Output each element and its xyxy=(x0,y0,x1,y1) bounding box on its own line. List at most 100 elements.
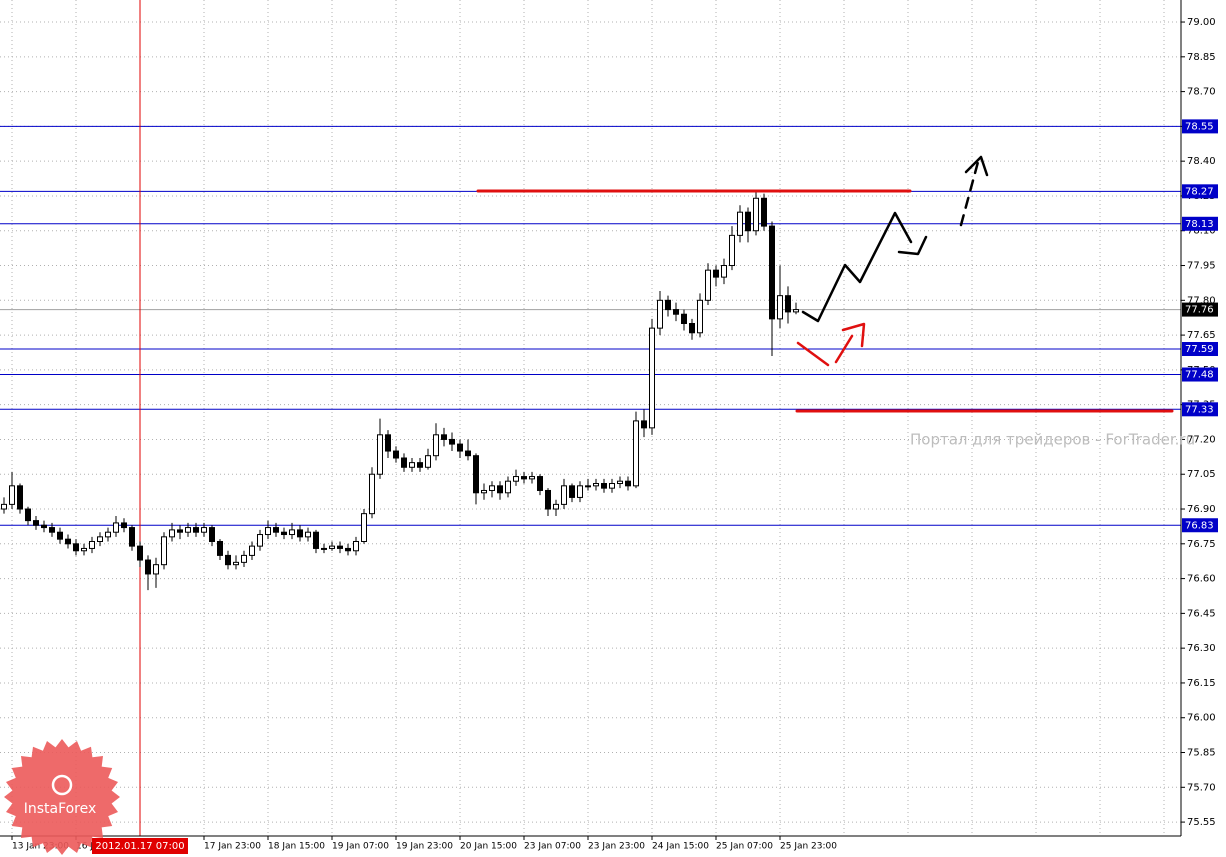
candle-body xyxy=(193,527,199,533)
candle-body xyxy=(41,524,47,529)
candle-body xyxy=(457,443,463,452)
y-tick-label: 76.60 xyxy=(1187,574,1216,585)
cursor-label: 2012.01.17 07:00 xyxy=(95,841,184,852)
y-tick-label: 77.80 xyxy=(1187,295,1216,306)
y-tick-label: 76.90 xyxy=(1187,504,1216,515)
level-label-box xyxy=(1182,342,1218,357)
level-label-box xyxy=(1182,216,1218,231)
candle-body xyxy=(345,547,351,552)
candle-body xyxy=(281,531,287,536)
candle-body xyxy=(697,299,703,334)
level-label: 77.33 xyxy=(1185,404,1214,415)
candle-body xyxy=(169,529,175,538)
x-tick-label: 23 Jan 23:00 xyxy=(588,842,645,852)
y-tick-label: 75.85 xyxy=(1187,748,1216,759)
candle-body xyxy=(489,485,495,491)
candle-body xyxy=(17,485,23,510)
candle-body xyxy=(49,527,55,533)
candle-body xyxy=(313,531,319,549)
level-label: 78.13 xyxy=(1185,219,1214,230)
candle-body xyxy=(145,559,151,575)
candle-body xyxy=(633,420,639,487)
watermark: Портал для трейдеров - ForTrader.ru xyxy=(910,431,1195,449)
candle-body xyxy=(761,197,767,227)
candle-body xyxy=(713,269,719,278)
candle-body xyxy=(137,545,143,561)
level-label-box xyxy=(1182,119,1218,134)
candle-body xyxy=(153,564,159,575)
y-tick-label: 77.95 xyxy=(1187,261,1216,272)
candle-body xyxy=(161,536,167,566)
candle-body xyxy=(33,520,39,526)
cursor-label-box xyxy=(92,838,188,854)
y-tick-label: 76.30 xyxy=(1187,643,1216,654)
candle-body xyxy=(249,545,255,556)
candle-body xyxy=(225,554,231,566)
candle-body xyxy=(529,476,535,480)
logo-text: InstaForex xyxy=(24,801,97,817)
candle-body xyxy=(305,531,311,538)
y-tick-label: 77.65 xyxy=(1187,330,1216,341)
level-label: 77.48 xyxy=(1185,370,1214,381)
level-label-box xyxy=(1182,518,1218,533)
candle-body xyxy=(121,522,127,529)
y-tick-label: 77.20 xyxy=(1187,434,1216,445)
level-label: 76.83 xyxy=(1185,520,1214,531)
candle-body xyxy=(57,531,63,540)
x-tick-label: 20 Jan 15:00 xyxy=(460,842,517,852)
x-tick-label: 23 Jan 07:00 xyxy=(524,842,581,852)
candle-body xyxy=(513,476,519,482)
candle-body xyxy=(601,483,607,489)
candle-body xyxy=(545,489,551,510)
candle-body xyxy=(537,476,543,491)
candle-body xyxy=(681,313,687,325)
candle-body xyxy=(329,545,335,549)
y-tick-label: 76.45 xyxy=(1187,608,1216,619)
candle-body xyxy=(129,527,135,547)
candle-body xyxy=(585,485,591,488)
candle-body xyxy=(433,434,439,457)
y-tick-label: 79.00 xyxy=(1187,17,1216,28)
candle-body xyxy=(689,323,695,334)
candle-body xyxy=(241,554,247,563)
y-tick-label: 75.55 xyxy=(1187,817,1216,828)
x-tick-label: 13 Jan 23:00 xyxy=(12,842,69,852)
candle-body xyxy=(729,234,735,267)
annotations xyxy=(476,155,1174,413)
level-label: 77.59 xyxy=(1185,344,1214,355)
candle-body xyxy=(337,545,343,549)
candle-body xyxy=(521,476,527,480)
candle-body xyxy=(593,483,599,487)
candle-body xyxy=(673,309,679,315)
candle-body xyxy=(721,265,727,278)
candle-body xyxy=(177,529,183,533)
x-tick-label: 25 Jan 07:00 xyxy=(716,842,773,852)
candle-body xyxy=(217,540,223,556)
candle-body xyxy=(377,434,383,475)
candle-body xyxy=(473,455,479,494)
candle-body xyxy=(769,225,775,320)
candle-body xyxy=(665,299,671,311)
candle-body xyxy=(441,434,447,440)
candle-body xyxy=(73,543,79,552)
x-tick-label: 24 Jan 15:00 xyxy=(652,842,709,852)
candle-body xyxy=(577,485,583,498)
candle-body xyxy=(393,450,399,459)
candle-body xyxy=(417,462,423,468)
x-tick-label: 25 Jan 23:00 xyxy=(780,842,837,852)
y-tick-label: 76.00 xyxy=(1187,713,1216,724)
level-label: 78.27 xyxy=(1185,186,1214,197)
candle-body xyxy=(465,450,471,457)
x-tick-label: 17 Jan 23:00 xyxy=(204,842,261,852)
candle-body xyxy=(753,197,759,232)
y-tick-label: 78.85 xyxy=(1187,52,1216,63)
candle-body xyxy=(425,455,431,468)
candle-body xyxy=(105,531,111,538)
candle-body xyxy=(497,485,503,494)
candle-body xyxy=(777,295,783,320)
y-tick-label: 78.10 xyxy=(1187,226,1216,237)
candle-body xyxy=(657,299,663,329)
y-tick-label: 75.70 xyxy=(1187,782,1216,793)
y-tick-label: 77.05 xyxy=(1187,469,1216,480)
